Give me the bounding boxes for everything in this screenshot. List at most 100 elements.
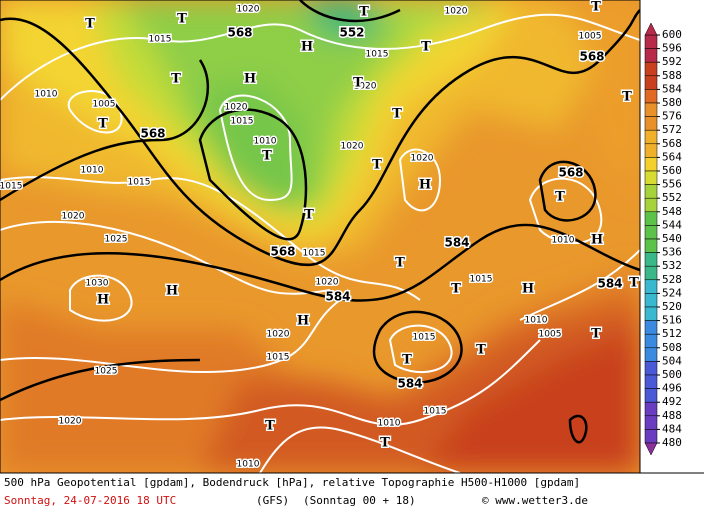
map-label: 1010 [254,137,277,147]
map-label: 1010 [552,236,575,246]
colorbar-tick-label: 484 [662,422,682,435]
map-label: 1005 [93,100,116,110]
map-label: T [304,208,314,223]
colorbar-band [644,143,658,158]
colorbar-band [644,184,658,199]
colorbar-tick-label: 492 [662,395,682,408]
colorbar-tick-label: 584 [662,82,682,95]
colorbar-tick-label: 544 [662,218,682,231]
map-label: 584 [325,290,350,304]
colorbar-band [644,116,658,131]
colorbar-band [644,374,658,389]
map-label: T [395,256,405,271]
map-label: 1015 [128,178,151,188]
map-label: 584 [397,377,422,391]
map-label: 1015 [267,353,290,363]
colorbar-tick-label: 512 [662,327,682,340]
colorbar-tick-label: 596 [662,42,682,55]
colorbar-tick-label: 600 [662,28,682,41]
map-label: 1015 [470,275,493,285]
colorbar-cap [644,22,658,36]
map-label: T [392,107,402,122]
colorbar-cap [644,442,658,456]
colorbar-band [644,75,658,90]
colorbar-band [644,129,658,145]
map-label: T [629,276,639,291]
map-label: 584 [597,277,622,291]
colorbar-tick-label: 592 [662,55,682,68]
colorbar-tick-label: 568 [662,137,682,150]
map-label: 1010 [378,419,401,429]
colorbar-band [644,211,658,226]
map-label: H [522,282,534,297]
map-label: T [177,12,187,27]
map-label: 1005 [539,330,562,340]
map-label: 1010 [35,90,58,100]
map-label: 1015 [149,35,172,45]
colorbar-band [644,252,658,267]
map-label: 1030 [86,279,109,289]
map-label: 584 [444,236,469,250]
map-label: 1025 [105,235,128,245]
map-label: T [265,419,275,434]
colorbar-tick-label: 576 [662,110,682,123]
map-label: H [244,72,256,87]
map-label: T [98,117,108,132]
colorbar-tick-label: 532 [662,259,682,272]
colorbar-band [644,347,658,362]
map-label: 1015 [303,249,326,259]
geopotential-contours [0,0,640,444]
colorbar-tick-label: 588 [662,69,682,82]
map-label: 1020 [445,7,468,17]
colorbar-band [644,388,658,403]
colorbar-tick-label: 496 [662,382,682,395]
colorbar-band [644,265,658,281]
colorbar-tick-label: 524 [662,286,682,299]
colorbar-band [644,401,658,417]
map-label: 568 [227,26,252,40]
map-label: H [97,293,109,308]
map-labels: 568 5525685685685685845845845841020101510… [0,0,641,471]
colorbar-band [644,306,658,321]
map-label: T [402,353,412,368]
map-label: 1020 [354,82,377,92]
colorbar-band [644,361,658,376]
colorbar-tick-label: 536 [662,246,682,259]
colorbar-band [644,157,658,172]
colorbar-band [644,61,658,77]
footer-run: (Sonntag 00 + 18) [303,494,416,507]
colorbar-tick-label: 516 [662,314,682,327]
colorbar-tick-label: 552 [662,191,682,204]
map-label: H [297,314,309,329]
colorbar-tick-label: 540 [662,232,682,245]
map-label: T [476,343,486,358]
map-label: 1020 [411,154,434,164]
map-label: 1025 [95,367,118,377]
map-label: T [380,436,390,451]
map-label: T [353,76,363,91]
map-label: 1010 [237,460,260,470]
colorbar-band [644,320,658,335]
map-label: 1020 [62,212,85,222]
colorbar-band [644,102,658,117]
map-label: 1015 [231,117,254,127]
map-label: 1015 [413,333,436,343]
map-label: T [372,158,382,173]
footer-date: Sonntag, 24-07-2016 18 UTC [4,494,176,507]
map-label: 1010 [525,316,548,326]
colorbar-tick-label: 572 [662,123,682,136]
colorbar-tick-label: 556 [662,178,682,191]
map-label: H [301,40,313,55]
map [0,0,640,473]
map-label: T [555,190,565,205]
map-label: 1020 [316,278,339,288]
colorbar-band [644,279,658,294]
map-label: 1020 [237,5,260,15]
colorbar-band [644,429,658,444]
map-label: 1015 [0,182,22,192]
map-label: T [262,149,272,164]
map-label: 1020 [341,142,364,152]
map-label: T [359,5,369,20]
colorbar-tick-label: 580 [662,96,682,109]
